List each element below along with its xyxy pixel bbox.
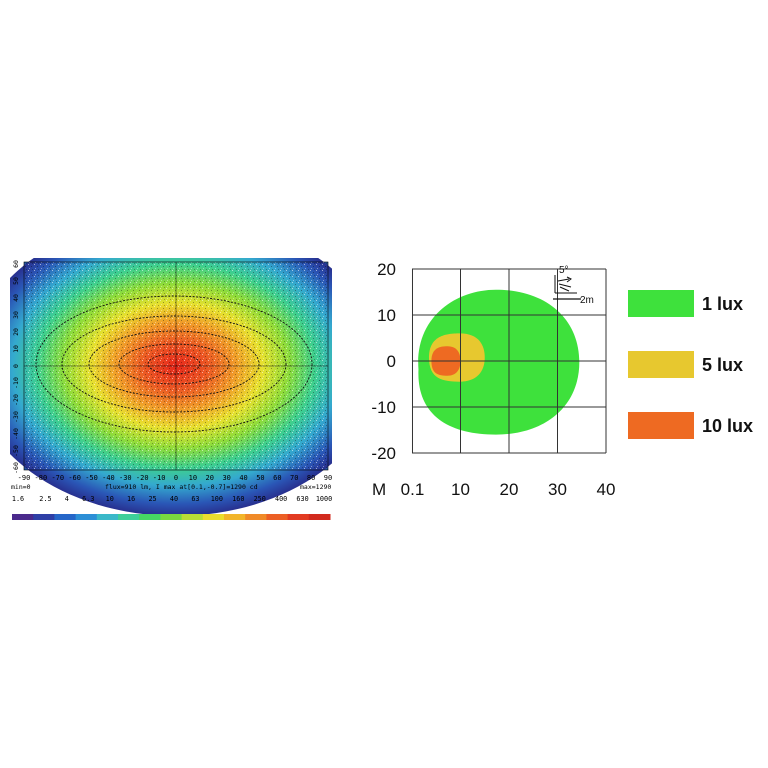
y-tick-label: -40: [12, 428, 20, 440]
color-scale-segment: [308, 514, 331, 520]
color-scale-segment: [224, 514, 246, 520]
y-tick-label: -60: [12, 462, 20, 474]
x-axis-ticks: -90 -80 -70 -60 -50 -40 -30 -20 -10 0 10 20 30 40 50 60…: [18, 474, 332, 482]
color-scale-segment: [139, 514, 161, 520]
x-tick-label: -60: [68, 474, 81, 482]
plot-grid: [24, 262, 328, 470]
x-axis-prefix: M: [372, 480, 386, 499]
min-label: min=0: [11, 483, 31, 491]
y-tick-label: -10: [12, 377, 20, 389]
x-tick-label: 50: [256, 474, 264, 482]
y-tick-label: 10: [12, 345, 20, 353]
color-scale-segment: [118, 514, 140, 520]
isolux-legend: 1 lux 5 lux 10 lux: [628, 290, 753, 439]
x-tick-label: 10: [451, 480, 470, 499]
legend-label: 5 lux: [702, 355, 743, 375]
isolux-diagram: 20 10 0 -10 -20 0.1 10 20 30 40 M 5° 2m 1 lux 5 l…: [371, 260, 753, 499]
color-scale-bar: [12, 514, 331, 520]
x-tick-label: -70: [51, 474, 64, 482]
y-tick-label: -10: [371, 398, 396, 417]
x-tick-label: 40: [239, 474, 247, 482]
y-tick-label: 20: [377, 260, 396, 279]
y-axis-ticks: 60 50 40 30 20 10 0 -10 -20 -30 -40 -50 -60: [12, 260, 20, 474]
photometric-distribution-chart: -90 -80 -70 -60 -50 -40 -30 -20 -10 0 10 20 30 40 50 60…: [10, 258, 332, 520]
color-scale-value: 1000: [316, 495, 332, 503]
isolux-x-ticks: 0.1 10 20 30 40: [401, 480, 616, 499]
x-tick-label: 90: [324, 474, 332, 482]
x-tick-label: 0: [174, 474, 178, 482]
max-label: max=1290: [300, 483, 331, 491]
x-tick-label: 30: [548, 480, 567, 499]
x-tick-label: 30: [222, 474, 230, 482]
color-scale-value: 1.6: [12, 495, 24, 503]
color-scale-value: 630: [296, 495, 308, 503]
color-scale-values: 1.6 2.5 4 6.3 10 16 25 40 63 100 160 250 400 630 1000: [12, 495, 332, 503]
color-scale-segment: [287, 514, 310, 520]
x-tick-label: 40: [597, 480, 616, 499]
isolux-area-1-lux: [418, 289, 580, 435]
y-tick-label: 30: [12, 311, 20, 319]
x-tick-label: 80: [307, 474, 315, 482]
color-scale-value: 16: [127, 495, 135, 503]
x-tick-label: 0.1: [401, 480, 425, 499]
color-scale-segment: [181, 514, 204, 520]
color-scale-value: 2.5: [39, 495, 51, 503]
color-scale-segment: [54, 514, 77, 520]
y-tick-label: 0: [12, 364, 20, 368]
x-tick-label: -50: [85, 474, 98, 482]
legend-swatch: [628, 412, 694, 439]
x-tick-label: 70: [290, 474, 298, 482]
isocandela-contours: [35, 295, 313, 433]
color-scale-segment: [75, 514, 98, 520]
x-tick-label: -30: [119, 474, 132, 482]
y-tick-label: 20: [12, 328, 20, 336]
legend-label: 10 lux: [702, 416, 753, 436]
x-tick-label: -40: [102, 474, 115, 482]
x-tick-label: -10: [153, 474, 166, 482]
color-scale-value: 400: [275, 495, 287, 503]
color-scale-value: 4: [65, 495, 69, 503]
color-scale-value: 40: [170, 495, 178, 503]
x-tick-label: -80: [35, 474, 48, 482]
color-scale-value: 63: [191, 495, 199, 503]
legend-label: 1 lux: [702, 294, 743, 314]
x-tick-label: 10: [189, 474, 197, 482]
y-tick-label: -30: [12, 411, 20, 423]
legend-swatch: [628, 290, 694, 317]
x-tick-label: -90: [18, 474, 31, 482]
flux-info-label: flux=910 lm, I max at[0.1,-0.7]=1290 cd: [105, 483, 258, 491]
mount-icon: [553, 275, 581, 300]
legend-swatch: [628, 351, 694, 378]
isolux-y-ticks: 20 10 0 -10 -20: [371, 260, 396, 463]
x-tick-label: 20: [206, 474, 214, 482]
y-tick-label: 0: [387, 352, 396, 371]
y-tick-label: 10: [377, 306, 396, 325]
color-scale-segment: [266, 514, 289, 520]
color-scale-value: 160: [232, 495, 244, 503]
y-tick-label: 40: [12, 294, 20, 302]
y-tick-label: 50: [12, 277, 20, 285]
color-scale-value: 25: [148, 495, 156, 503]
isolux-grid: [411, 268, 607, 454]
x-tick-label: 60: [273, 474, 281, 482]
x-tick-label: 20: [500, 480, 519, 499]
color-scale-value: 250: [254, 495, 266, 503]
color-scale-segment: [202, 514, 225, 520]
color-scale-segment: [96, 514, 119, 520]
color-scale-segment: [160, 514, 183, 520]
color-scale-value: 10: [106, 495, 114, 503]
color-scale-segment: [12, 514, 34, 520]
mount-height-label: 2m: [580, 295, 594, 306]
y-tick-label: -20: [371, 444, 396, 463]
color-scale-segment: [245, 514, 267, 520]
color-scale-value: 6.3: [82, 495, 94, 503]
y-tick-label: -20: [12, 394, 20, 406]
mount-angle-label: 5°: [559, 265, 569, 276]
y-tick-label: 60: [12, 260, 20, 268]
color-scale-segment: [33, 514, 55, 520]
x-tick-label: -20: [136, 474, 149, 482]
color-scale-value: 100: [211, 495, 223, 503]
y-tick-label: -50: [12, 445, 20, 457]
